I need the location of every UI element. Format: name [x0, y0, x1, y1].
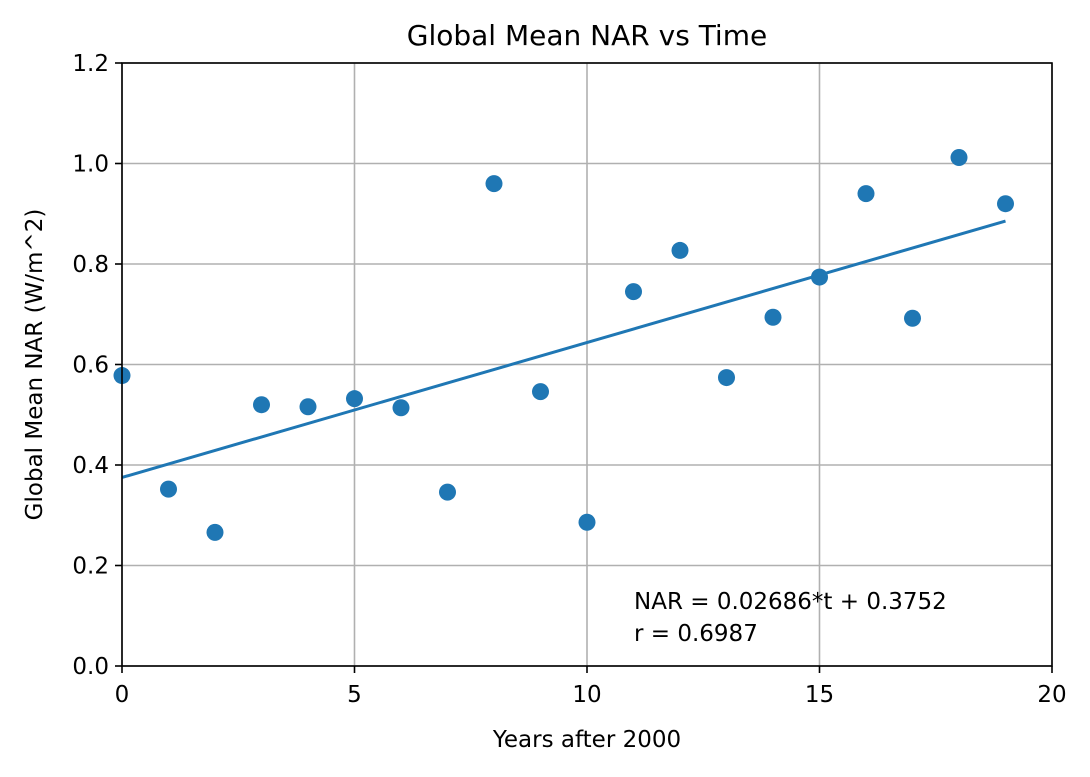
data-point-layer	[113, 148, 1014, 541]
data-point	[346, 390, 363, 408]
data-point	[764, 308, 782, 326]
data-point	[950, 148, 968, 166]
x-tick-label: 10	[572, 682, 601, 708]
x-tick-label: 15	[805, 682, 834, 708]
data-point	[718, 369, 735, 387]
data-point	[253, 396, 270, 414]
data-point	[206, 523, 224, 541]
grid-layer	[121, 62, 1053, 667]
data-point	[625, 283, 642, 301]
regression-line	[121, 219, 1006, 479]
y-tick-label: 1.2	[72, 51, 109, 77]
y-tick-label: 0.4	[72, 453, 109, 479]
data-point	[997, 195, 1014, 213]
data-point	[671, 241, 689, 259]
x-axis-title: Years after 2000	[492, 727, 681, 753]
y-tick-label: 1.0	[72, 152, 109, 178]
y-axis-title: Global Mean NAR (W/m^2)	[22, 209, 48, 521]
data-point	[811, 268, 828, 286]
regression-equation-label: NAR = 0.02686*t + 0.3752	[634, 589, 947, 615]
y-tick-label: 0.6	[72, 353, 109, 379]
y-tick-label: 0.0	[72, 654, 109, 680]
chart-title: Global Mean NAR vs Time	[407, 19, 767, 52]
data-point	[392, 399, 410, 417]
x-tick-label: 20	[1037, 682, 1066, 708]
data-point	[439, 483, 456, 501]
data-point	[904, 309, 921, 327]
x-tick-label: 0	[115, 682, 130, 708]
data-point	[578, 513, 596, 531]
tick-layer: 0 5 10 15 20 0.0 0.2 0.4 0.6 0.8 1.0 1.2	[72, 51, 1066, 708]
correlation-label: r = 0.6987	[634, 621, 758, 647]
data-point	[532, 383, 549, 401]
data-point	[857, 185, 875, 203]
data-point	[160, 480, 177, 498]
data-point	[485, 175, 503, 193]
y-tick-label: 0.2	[72, 554, 109, 580]
trend-line-layer	[121, 219, 1006, 479]
data-point	[299, 398, 317, 416]
x-tick-label: 5	[347, 682, 362, 708]
y-tick-label: 0.8	[72, 252, 109, 278]
